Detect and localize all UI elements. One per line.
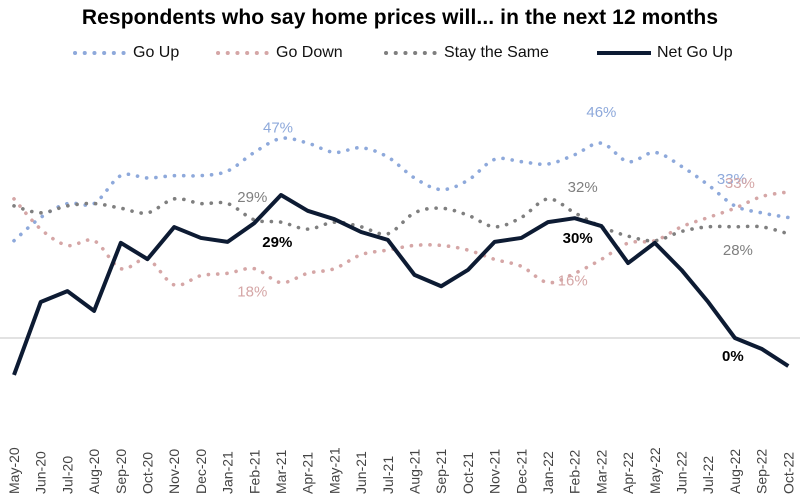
series-line-go-down: [12, 190, 791, 288]
x-tick-label: May-20: [6, 447, 22, 494]
x-tick-label: Sep-20: [113, 449, 129, 494]
legend-label-net-go-up: Net Go Up: [657, 44, 733, 61]
x-tick-label: Jul-21: [380, 456, 396, 494]
data-label-go-down: 18%: [237, 284, 267, 301]
x-tick-label: Apr-21: [300, 452, 316, 494]
series-line-go-up: [12, 136, 791, 243]
data-label-go-down: 33%: [725, 175, 755, 192]
series-layer: [12, 136, 791, 376]
annotation-layer: 47% 46% 33% 18% 16% 33% 29% 32% 28% 29% 30% 0%: [237, 104, 755, 365]
x-tick-label: Apr-22: [620, 452, 636, 494]
data-label-go-up: 47%: [263, 119, 293, 136]
x-tick-label: Mar-21: [273, 449, 289, 494]
series-line-net-go-up: [12, 193, 790, 376]
x-tick-label: Aug-22: [727, 449, 743, 494]
x-tick-label: Jun-21: [353, 451, 369, 494]
x-tick-label: May-21: [326, 447, 342, 494]
x-tick-label: Aug-21: [407, 449, 423, 494]
legend-label-go-up: Go Up: [133, 44, 180, 61]
x-tick-label: Sep-21: [433, 449, 449, 494]
legend-swatch-stay-the-same: [384, 51, 438, 55]
x-tick-label: Nov-21: [487, 449, 503, 494]
legend-swatch-go-down: [216, 51, 270, 55]
x-tick-label: Feb-21: [246, 449, 262, 494]
data-label-go-up: 46%: [586, 104, 616, 121]
x-tick-label: Dec-21: [513, 449, 529, 494]
data-label-net-go-up: 0%: [722, 348, 744, 365]
x-tick-label: Oct-21: [460, 452, 476, 494]
x-tick-label: Feb-22: [567, 449, 583, 494]
data-label-go-up: 33%: [717, 171, 747, 188]
x-tick-label: Oct-20: [140, 452, 156, 494]
x-tick-label: Sep-22: [754, 449, 770, 494]
data-label-go-down: 16%: [558, 272, 588, 289]
legend-label-stay-the-same: Stay the Same: [444, 44, 549, 61]
x-tick-label: Jan-22: [540, 451, 556, 494]
x-tick-label: May-22: [647, 447, 663, 494]
x-axis-ticks: May-20 Jun-20 Jul-20 Aug-20 Sep-20 Oct-20 Nov-…: [6, 447, 796, 494]
legend-item-go-down: Go Down: [216, 40, 343, 66]
data-label-net-go-up: 30%: [563, 230, 593, 247]
x-tick-label: Mar-22: [593, 449, 609, 494]
legend: Go Up Go Down Stay the Same Net Go Up: [0, 40, 800, 66]
data-label-net-go-up: 29%: [262, 234, 292, 251]
x-tick-label: Nov-20: [166, 449, 182, 494]
x-tick-label: Dec-20: [193, 449, 209, 494]
legend-item-net-go-up: Net Go Up: [597, 40, 733, 66]
series-line-stay-the-same: [12, 196, 791, 243]
legend-label-go-down: Go Down: [276, 44, 343, 61]
data-label-stay-the-same: 29%: [237, 189, 267, 206]
x-tick-label: Oct-22: [780, 452, 796, 494]
x-tick-label: Jun-22: [674, 451, 690, 494]
chart-title: Respondents who say home prices will... …: [81, 6, 719, 29]
data-label-stay-the-same: 28%: [723, 242, 753, 259]
legend-swatch-net-go-up: [597, 51, 651, 55]
legend-item-go-up: Go Up: [73, 40, 179, 66]
x-tick-label: Jul-20: [59, 456, 75, 494]
x-tick-label: Aug-20: [86, 449, 102, 494]
x-tick-label: Jul-22: [700, 456, 716, 494]
legend-swatch-go-up: [73, 51, 127, 55]
legend-item-stay-the-same: Stay the Same: [384, 40, 549, 66]
data-label-stay-the-same: 32%: [568, 179, 598, 196]
x-tick-label: Jan-21: [220, 451, 236, 494]
x-tick-label: Jun-20: [33, 451, 49, 494]
